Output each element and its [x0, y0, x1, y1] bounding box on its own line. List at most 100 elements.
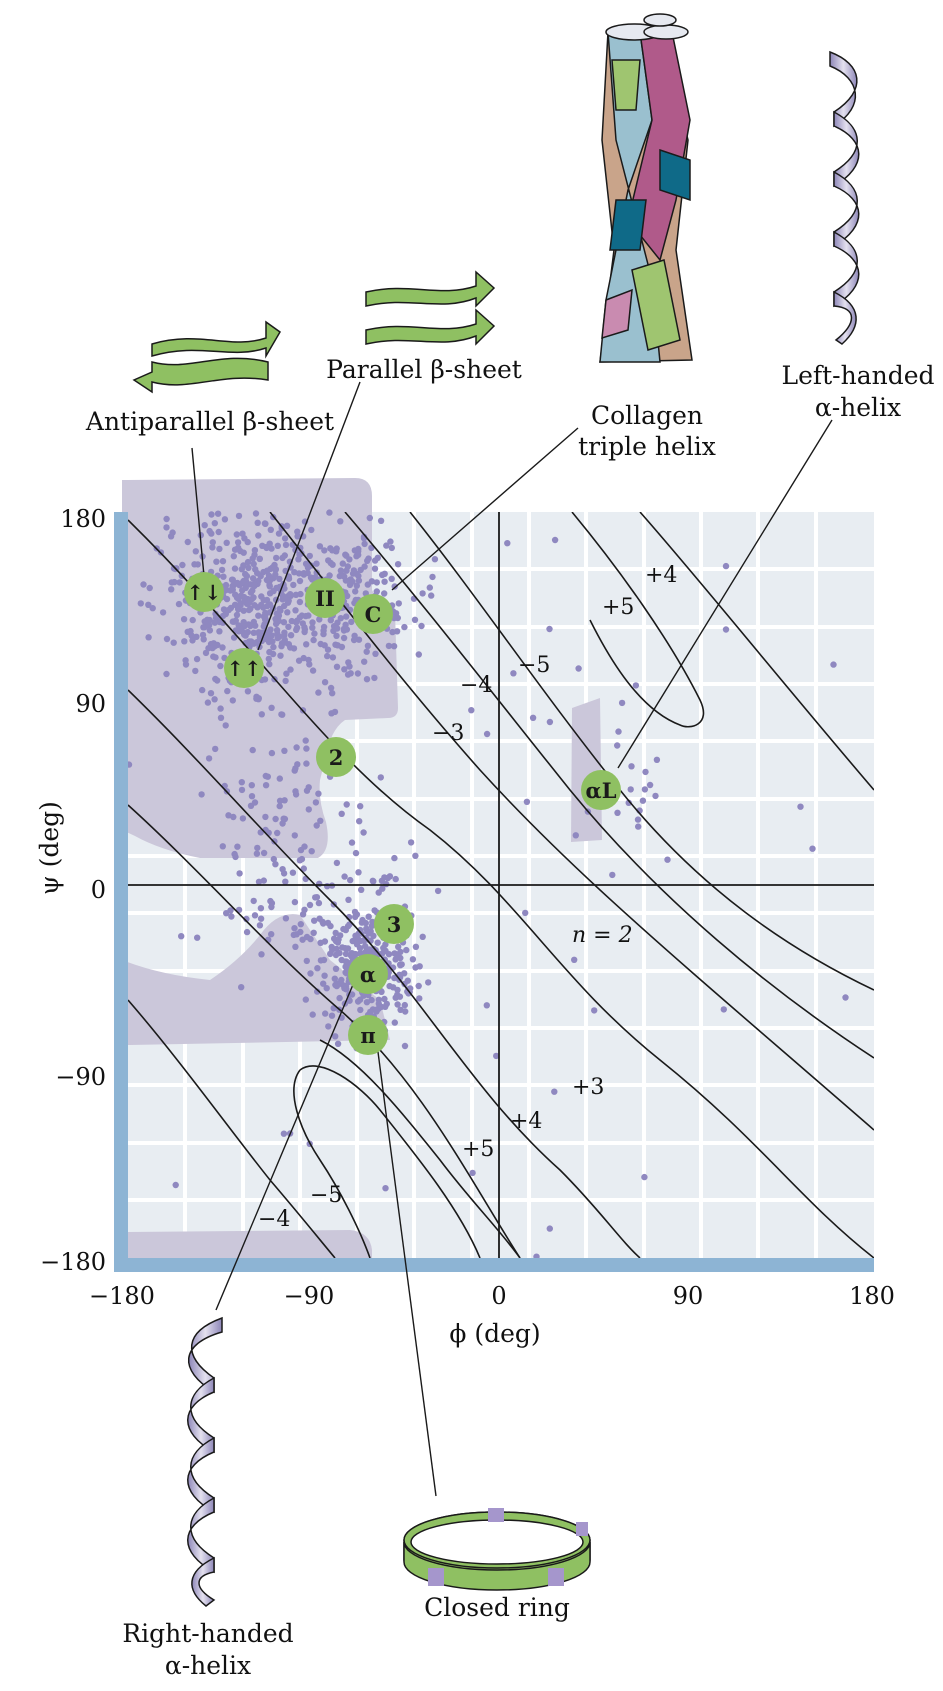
data-point [274, 542, 281, 549]
data-point [317, 817, 324, 824]
data-point [209, 544, 216, 551]
data-point [366, 514, 373, 522]
data-point [426, 584, 433, 591]
data-point [325, 557, 332, 564]
data-point [394, 561, 402, 568]
data-point [294, 528, 301, 535]
data-point [368, 996, 375, 1004]
data-point [352, 588, 359, 595]
data-point [293, 931, 300, 938]
data-point [336, 994, 343, 1002]
left-handed-helix-icon [829, 50, 860, 345]
data-point [320, 956, 328, 964]
data-point [275, 530, 283, 537]
data-point [175, 600, 183, 608]
data-point [287, 591, 294, 598]
data-point [264, 773, 271, 780]
data-point [309, 1011, 316, 1018]
y-tick-label: 90 [75, 690, 106, 718]
data-point [194, 934, 201, 941]
data-point [214, 510, 222, 517]
data-point [211, 696, 218, 703]
marker-left-handed-helix: αL [581, 770, 621, 810]
data-point [231, 850, 238, 858]
contour-label: −5 [310, 1183, 342, 1208]
data-point [314, 988, 321, 995]
data-point [222, 581, 230, 589]
data-point [324, 652, 331, 660]
data-point [348, 839, 356, 846]
collagen-triple-helix-icon [599, 13, 693, 363]
data-point [346, 663, 353, 670]
contour-label: −4 [460, 673, 492, 698]
data-point [365, 555, 372, 562]
data-point [293, 744, 300, 751]
data-point [354, 998, 362, 1005]
marker-3-10-helix: 3 [374, 904, 414, 944]
y-tick-label: 0 [91, 876, 106, 904]
data-point [280, 1130, 288, 1137]
contour-label: +3 [572, 1075, 604, 1100]
data-point [403, 946, 410, 954]
data-point [363, 648, 370, 655]
data-point [546, 625, 553, 633]
data-point [347, 876, 354, 884]
data-point [225, 606, 232, 614]
data-point [222, 722, 229, 729]
data-point [311, 917, 318, 924]
data-point [337, 615, 344, 622]
data-point [510, 670, 517, 677]
svg-text:C: C [365, 602, 382, 627]
data-point [642, 768, 649, 776]
y-axis-title: ψ (deg) [35, 801, 64, 895]
data-point [260, 877, 267, 884]
data-point [209, 644, 216, 652]
data-point [385, 960, 392, 967]
data-point [233, 611, 241, 619]
data-point [302, 996, 309, 1003]
x-tick-label: 0 [491, 1282, 506, 1310]
contour-label: −4 [258, 1207, 290, 1232]
data-point [292, 607, 299, 614]
data-point [217, 662, 224, 670]
data-point [182, 657, 189, 664]
data-point [329, 561, 336, 568]
data-point [267, 897, 274, 905]
data-point [193, 655, 201, 663]
data-point [387, 538, 394, 545]
data-point [145, 634, 152, 641]
data-point [280, 870, 288, 877]
data-point [483, 730, 491, 738]
data-point [251, 547, 259, 554]
data-point [351, 632, 358, 639]
data-point [428, 592, 435, 599]
data-point [262, 813, 269, 821]
data-point [641, 786, 649, 793]
label-right-helix-1: Right-handed [122, 1619, 293, 1648]
data-point [360, 829, 367, 836]
data-point [224, 687, 231, 695]
data-point [217, 714, 225, 721]
label-right-helix-2: α-helix [165, 1651, 251, 1680]
data-point [306, 552, 313, 560]
data-point [238, 786, 246, 794]
data-point [176, 579, 183, 586]
label-collagen-2: triple helix [578, 432, 716, 461]
data-point [163, 670, 170, 678]
x-tick-label: −180 [89, 1282, 155, 1310]
data-point [266, 581, 273, 589]
data-point [382, 947, 389, 954]
data-point [243, 928, 251, 936]
data-point [338, 810, 345, 817]
data-point [207, 690, 215, 697]
data-point [250, 629, 257, 636]
data-point [273, 554, 280, 562]
data-point [230, 634, 238, 641]
data-point [329, 946, 336, 954]
data-point [382, 941, 389, 948]
data-point [257, 905, 265, 912]
data-point [244, 558, 252, 566]
data-point [293, 619, 300, 626]
data-point [409, 956, 417, 963]
data-point [294, 761, 301, 768]
